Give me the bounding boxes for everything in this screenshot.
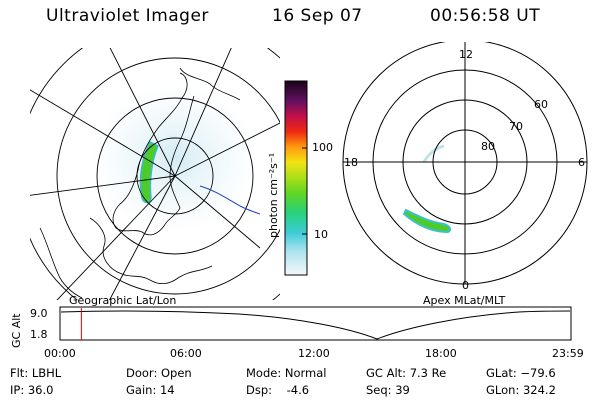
geographic-map-panel: [30, 48, 280, 300]
date-label: 16 Sep 07: [272, 6, 363, 26]
polar-grid: [342, 42, 588, 285]
altitude-plot: [59, 306, 572, 341]
color-bar: [284, 80, 308, 276]
colorbar-tick-10: 10: [314, 228, 328, 241]
mlat-label-60: 60: [534, 98, 548, 111]
altitude-ytick-bottom: 1.8: [30, 328, 48, 341]
dsp-readout: Dsp: -4.6: [246, 383, 310, 397]
colorbar-tick-100: 100: [312, 141, 333, 154]
glon-readout: GLon: 324.2: [486, 383, 556, 397]
gc-alt-readout: GC Alt: 7.3 Re: [366, 366, 447, 380]
time-tick-1200: 12:00: [298, 347, 330, 360]
mlat-label-70: 70: [509, 120, 523, 133]
mlat-label-80: 80: [481, 140, 495, 153]
time-tick-0000: 00:00: [44, 347, 76, 360]
coastline-west: [39, 227, 83, 299]
mlt-label-0: 0: [462, 279, 469, 292]
altitude-ytick-top: 9.0: [30, 307, 48, 320]
time-tick-2359: 23:59: [552, 347, 584, 360]
magnetic-trace: [199, 185, 261, 215]
mode-readout: Mode: Normal: [246, 366, 327, 380]
door-readout: Door: Open: [126, 366, 192, 380]
glat-readout: GLat: −79.6: [486, 366, 556, 380]
coastline: [112, 72, 195, 236]
mlat-mlt-polar-panel: [342, 42, 588, 285]
instrument-title: Ultraviolet Imager: [46, 6, 209, 26]
meridian-lines: [30, 48, 280, 300]
mlt-label-6: 6: [578, 156, 585, 169]
right-panel-caption: Apex MLat/MLT: [423, 294, 506, 307]
time-tick-0600: 06:00: [170, 347, 202, 360]
faint-emission: [422, 144, 445, 163]
time-tick-1800: 18:00: [425, 347, 457, 360]
altitude-ylabel: GC Alt: [10, 313, 23, 348]
aurora-arc: [402, 208, 452, 234]
mlt-label-18: 18: [344, 156, 358, 169]
seq-readout: Seq: 39: [366, 383, 410, 397]
gain-readout: Gain: 14: [126, 383, 175, 397]
mlt-label-12: 12: [459, 48, 473, 61]
colorbar-unit-label: photon cm⁻²s⁻¹: [267, 152, 280, 238]
filter-readout: Flt: LBHL: [10, 366, 62, 380]
diffuse-emission: [90, 83, 260, 233]
time-label: 00:56:58 UT: [430, 6, 541, 26]
coastline-north: [179, 67, 241, 101]
altitude-curve: [60, 310, 571, 340]
coastline-south: [89, 217, 213, 284]
left-panel-caption: Geographic Lat/Lon: [69, 294, 177, 307]
ip-readout: IP: 36.0: [10, 383, 54, 397]
